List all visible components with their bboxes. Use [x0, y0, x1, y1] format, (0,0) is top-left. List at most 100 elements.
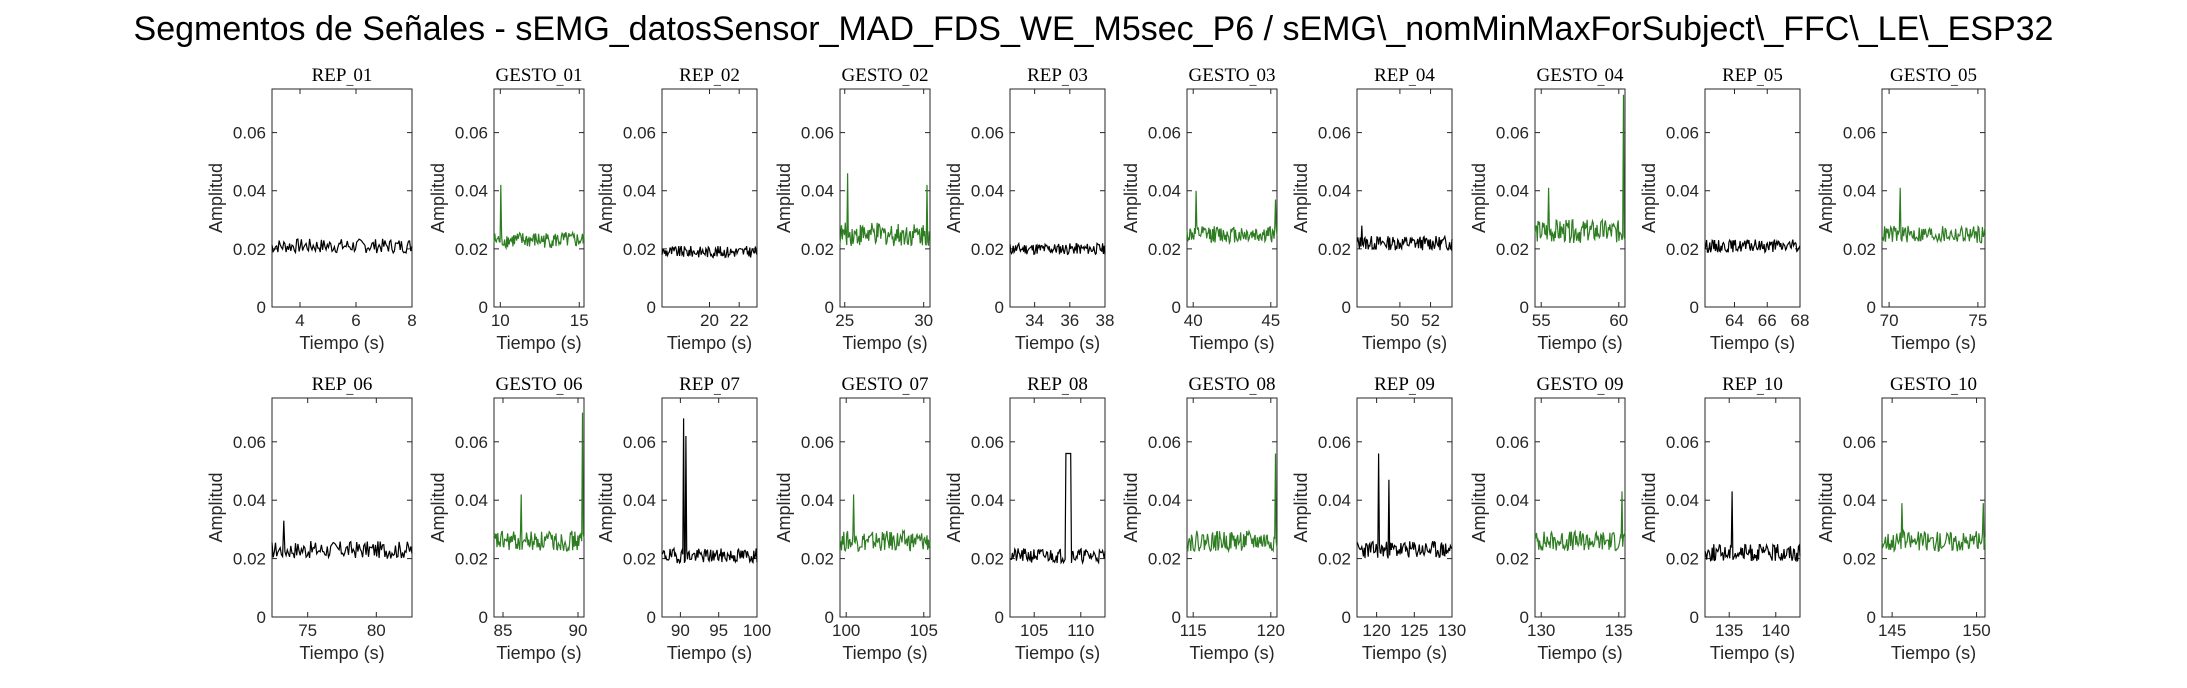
ytick-label: 0 — [825, 608, 834, 627]
ytick-label: 0 — [995, 608, 1004, 627]
ytick-label: 0.02 — [1318, 550, 1351, 569]
ytick-label: 0.02 — [233, 240, 266, 259]
subplot-title: GESTO_06 — [496, 374, 583, 397]
xtick-label: 60 — [1609, 311, 1628, 330]
xaxis-label: Tiempo (s) — [1537, 643, 1622, 663]
axes-box — [493, 88, 585, 308]
ytick-label: 0.02 — [1318, 240, 1351, 259]
xtick-label: 125 — [1400, 621, 1428, 640]
ytick-label: 0.02 — [971, 240, 1004, 259]
xtick-label: 145 — [1878, 621, 1906, 640]
xtick-label: 45 — [1261, 311, 1280, 330]
xtick-label: 90 — [569, 621, 588, 640]
ytick-label: 0.04 — [1318, 182, 1351, 201]
xaxis-label: Tiempo (s) — [1710, 643, 1795, 663]
subplot-rep_05: 0 0.02 0.04 0.06 64 66 68 REP_05 Tiempo (s) Ampli… — [1639, 65, 1809, 353]
axes-box — [1881, 88, 1986, 308]
xaxis-label: Tiempo (s) — [1891, 643, 1976, 663]
subplot-title: REP_06 — [312, 374, 373, 397]
subplot-title: GESTO_08 — [1189, 374, 1276, 397]
ytick-label: 0.04 — [1666, 491, 1699, 510]
signal-line — [1186, 453, 1278, 554]
xtick-label: 36 — [1060, 311, 1079, 330]
xaxis-label: Tiempo (s) — [1362, 643, 1447, 663]
ytick-label: 0.06 — [1318, 433, 1351, 452]
xtick-label: 30 — [914, 311, 933, 330]
xtick-label: 4 — [295, 311, 304, 330]
xtick-label: 8 — [407, 311, 416, 330]
ytick-label: 0.04 — [1318, 491, 1351, 510]
subplot-gesto_07: 0 0.02 0.04 0.06 100 105 GESTO_07 Tiempo (s) Amp… — [774, 374, 938, 663]
yaxis-label: Amplitud — [1816, 472, 1836, 542]
xtick-label: 50 — [1390, 311, 1409, 330]
subplot-title: GESTO_02 — [842, 65, 929, 88]
ytick-label: 0.02 — [1666, 550, 1699, 569]
ytick-label: 0 — [1172, 298, 1181, 317]
ytick-label: 0.04 — [233, 491, 266, 510]
ytick-label: 0.02 — [1843, 550, 1876, 569]
xaxis-label: Tiempo (s) — [1189, 643, 1274, 663]
axes-box — [493, 397, 585, 618]
subplot-gesto_06: 0 0.02 0.04 0.06 85 90 GESTO_06 Tiempo (s) Ampli… — [428, 374, 587, 663]
ytick-label: 0.04 — [1496, 182, 1529, 201]
xtick-label: 135 — [1715, 621, 1743, 640]
xaxis-label: Tiempo (s) — [1015, 643, 1100, 663]
ytick-label: 0.02 — [233, 550, 266, 569]
ytick-label: 0.02 — [801, 240, 834, 259]
signal-line — [661, 245, 758, 259]
signal-line — [839, 173, 931, 247]
xtick-label: 85 — [494, 621, 513, 640]
signal-line — [493, 184, 585, 251]
yaxis-label: Amplitud — [774, 472, 794, 542]
xaxis-label: Tiempo (s) — [842, 643, 927, 663]
axes-box — [1356, 397, 1453, 618]
xtick-label: 34 — [1025, 311, 1044, 330]
subplot-rep_03: 0 0.02 0.04 0.06 34 36 38 REP_03 Tiempo (s) Ampli… — [944, 65, 1114, 353]
xtick-label: 95 — [709, 621, 728, 640]
yaxis-label: Amplitud — [596, 163, 616, 233]
signal-line — [839, 494, 931, 553]
signal-line — [1881, 187, 1986, 244]
yaxis-label: Amplitud — [1469, 472, 1489, 542]
xtick-label: 100 — [743, 621, 771, 640]
ytick-label: 0 — [257, 298, 266, 317]
ytick-label: 0.02 — [971, 550, 1004, 569]
xtick-label: 68 — [1791, 311, 1810, 330]
yaxis-label: Amplitud — [1291, 163, 1311, 233]
xtick-label: 110 — [1067, 621, 1094, 640]
ytick-label: 0.04 — [623, 182, 656, 201]
xtick-label: 135 — [1605, 621, 1633, 640]
signal-line — [1534, 94, 1626, 244]
ytick-label: 0 — [1690, 298, 1699, 317]
xaxis-label: Tiempo (s) — [1362, 333, 1447, 353]
axes-box — [661, 397, 758, 618]
ytick-label: 0.06 — [233, 124, 266, 143]
yaxis-label: Amplitud — [1121, 472, 1141, 542]
ytick-label: 0.02 — [1148, 240, 1181, 259]
subplot-title: GESTO_05 — [1890, 65, 1977, 88]
ytick-label: 0.06 — [233, 433, 266, 452]
xaxis-label: Tiempo (s) — [299, 333, 384, 353]
ytick-label: 0.02 — [623, 240, 656, 259]
xaxis-label: Tiempo (s) — [496, 333, 581, 353]
ytick-label: 0 — [825, 298, 834, 317]
xtick-label: 105 — [910, 621, 938, 640]
axes-box — [1704, 88, 1801, 308]
signal-line — [271, 238, 413, 255]
ytick-label: 0 — [1342, 608, 1351, 627]
axes-box — [271, 397, 413, 618]
signal-line — [1009, 452, 1106, 566]
ytick-label: 0.06 — [1148, 433, 1181, 452]
subplot-rep_08: 0 0.02 0.04 0.06 105 110 REP_08 Tiempo (s) Ampli… — [944, 374, 1106, 663]
ytick-label: 0.02 — [1843, 240, 1876, 259]
ytick-label: 0.06 — [1318, 124, 1351, 143]
signal-line — [1356, 225, 1453, 252]
xtick-label: 66 — [1758, 311, 1777, 330]
yaxis-label: Amplitud — [1121, 163, 1141, 233]
subplot-rep_01: 0 0.02 0.04 0.06 4 6 8 REP_01 Tiempo (s) Amplitud — [206, 65, 417, 353]
axes-box — [271, 88, 413, 308]
axes-box — [1534, 88, 1626, 308]
subplot-gesto_01: 0 0.02 0.04 0.06 10 15 GESTO_01 Tiempo (s) Ampli… — [428, 65, 589, 353]
subplot-title: REP_07 — [679, 374, 740, 397]
ytick-label: 0.04 — [455, 182, 488, 201]
